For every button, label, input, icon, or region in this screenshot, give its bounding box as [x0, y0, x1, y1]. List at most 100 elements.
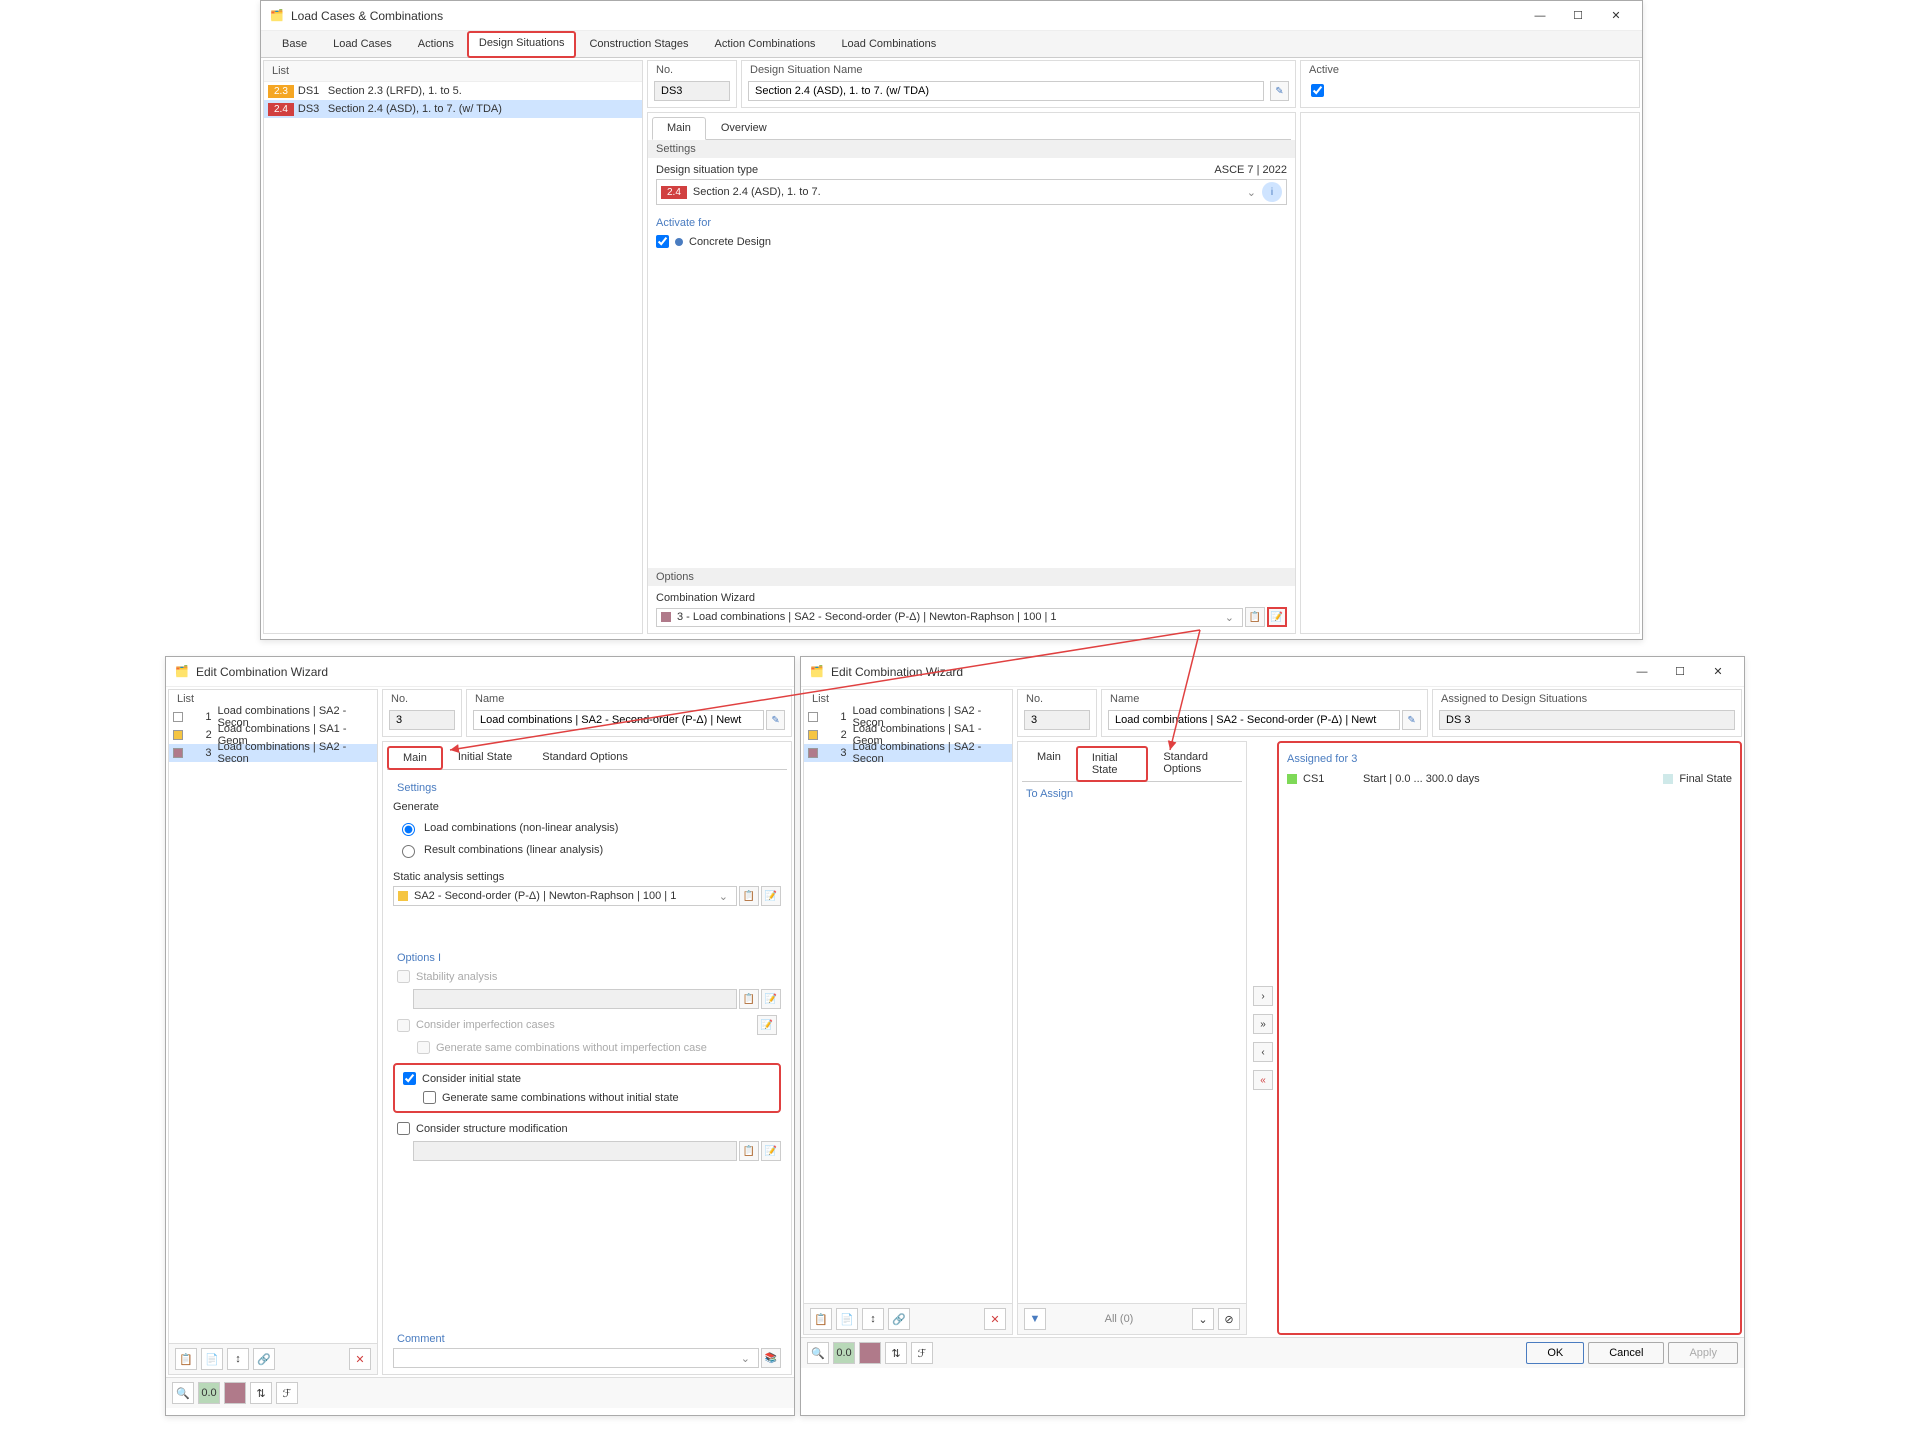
design-type-dropdown[interactable]: 2.4 Section 2.4 (ASD), 1. to 7. ⌄ i — [656, 179, 1287, 205]
add-all-button[interactable]: » — [1253, 1014, 1273, 1034]
delete-button[interactable]: ✕ — [984, 1308, 1006, 1330]
maximize-button[interactable]: ☐ — [1662, 660, 1698, 684]
filter-button[interactable]: ▼ — [1024, 1308, 1046, 1330]
new-button[interactable]: 📋 — [810, 1308, 832, 1330]
tree-button[interactable]: ⇅ — [250, 1382, 272, 1404]
close-button[interactable]: ✕ — [1700, 660, 1736, 684]
sort-button[interactable]: ↕ — [227, 1348, 249, 1370]
tab-action-combinations[interactable]: Action Combinations — [702, 31, 829, 57]
wiz1-tab-main[interactable]: Main — [387, 746, 443, 770]
combo-edit-button[interactable]: 📝 — [1267, 607, 1287, 627]
copy-button[interactable]: 📄 — [201, 1348, 223, 1370]
stability-checkbox[interactable]: Stability analysis — [393, 967, 781, 986]
structure-mod-checkbox[interactable]: Consider structure modification — [393, 1119, 781, 1138]
comment-dropdown[interactable]: ⌄ — [393, 1348, 759, 1368]
concrete-design-checkbox[interactable]: Concrete Design — [648, 232, 1295, 251]
combo-wizard-dropdown[interactable]: 3 - Load combinations | SA2 - Second-ord… — [656, 608, 1243, 627]
minimize-button[interactable]: — — [1624, 660, 1660, 684]
situation-row-ds3[interactable]: 2.4 DS3 Section 2.4 (ASD), 1. to 7. (w/ … — [264, 100, 642, 118]
add-one-button[interactable]: › — [1253, 986, 1273, 1006]
script-button[interactable]: ℱ — [911, 1342, 933, 1364]
wiz2-no-panel: No. — [1017, 689, 1097, 737]
minimize-button[interactable]: — — [1522, 4, 1558, 28]
structmod-new-button[interactable]: 📋 — [739, 1141, 759, 1161]
tree-button[interactable]: ⇅ — [885, 1342, 907, 1364]
remove-all-button[interactable]: « — [1253, 1070, 1273, 1090]
chevron-down-icon: ⌄ — [1221, 611, 1238, 624]
options1-header: Options I — [393, 946, 781, 967]
link-button[interactable]: 🔗 — [888, 1308, 910, 1330]
remove-one-button[interactable]: ‹ — [1253, 1042, 1273, 1062]
static-edit-button[interactable]: 📝 — [761, 886, 781, 906]
gen-linear-radio[interactable]: Result combinations (linear analysis) — [393, 839, 781, 861]
script-button[interactable]: ℱ — [276, 1382, 298, 1404]
inner-tab-main[interactable]: Main — [652, 117, 706, 140]
wiz1-tab-standard[interactable]: Standard Options — [527, 746, 643, 769]
initial-state-checkbox[interactable]: Consider initial state — [399, 1069, 775, 1088]
name-edit-icon[interactable]: ✎ — [766, 710, 785, 730]
static-dropdown[interactable]: SA2 - Second-order (P-Δ) | Newton-Raphso… — [393, 886, 737, 906]
tab-construction-stages[interactable]: Construction Stages — [576, 31, 701, 57]
wiz2-tab-main[interactable]: Main — [1022, 746, 1076, 781]
wiz2-item-3[interactable]: 3Load combinations | SA2 - Secon — [804, 744, 1012, 762]
wiz2-bottom-toolbar: 🔍 0.0 ⇅ ℱ OK Cancel Apply — [801, 1337, 1744, 1368]
info-icon[interactable]: i — [1262, 182, 1282, 202]
tab-actions[interactable]: Actions — [405, 31, 467, 57]
cancel-button[interactable]: Cancel — [1588, 1342, 1664, 1364]
sort-button[interactable]: ↕ — [862, 1308, 884, 1330]
close-button[interactable]: ✕ — [1598, 4, 1634, 28]
tab-load-cases[interactable]: Load Cases — [320, 31, 405, 57]
active-checkbox[interactable] — [1311, 84, 1324, 97]
tab-load-combinations[interactable]: Load Combinations — [828, 31, 949, 57]
assigned-row-cs1[interactable]: CS1 Start | 0.0 ... 300.0 days Final Sta… — [1283, 768, 1736, 790]
wiz2-tab-standard[interactable]: Standard Options — [1148, 746, 1242, 781]
new-button[interactable]: 📋 — [175, 1348, 197, 1370]
stability-new-button[interactable]: 📋 — [739, 989, 759, 1009]
name-edit-icon[interactable]: ✎ — [1402, 710, 1421, 730]
wiz1-no-field[interactable] — [389, 710, 455, 730]
situation-row-ds1[interactable]: 2.3 DS1 Section 2.3 (LRFD), 1. to 5. — [264, 82, 642, 100]
app-icon: 🗂️ — [269, 8, 285, 24]
gen-nonlinear-radio[interactable]: Load combinations (non-linear analysis) — [393, 817, 781, 839]
wiz2-no-field[interactable] — [1024, 710, 1090, 730]
no-field[interactable] — [654, 81, 730, 101]
tab-base[interactable]: Base — [269, 31, 320, 57]
link-button[interactable]: 🔗 — [253, 1348, 275, 1370]
color-button[interactable] — [224, 1382, 246, 1404]
search-button[interactable]: 🔍 — [172, 1382, 194, 1404]
window-title: Edit Combination Wizard — [831, 665, 1624, 679]
maximize-button[interactable]: ☐ — [1560, 4, 1596, 28]
name-edit-icon[interactable]: ✎ — [1270, 81, 1289, 101]
units-button[interactable]: 0.0 — [198, 1382, 220, 1404]
wiz1-item-3[interactable]: 3Load combinations | SA2 - Secon — [169, 744, 377, 762]
stability-edit-button[interactable]: 📝 — [761, 989, 781, 1009]
comment-lib-button[interactable]: 📚 — [761, 1348, 781, 1368]
imperfection-edit-button[interactable]: 📝 — [757, 1015, 777, 1035]
structmod-edit-button[interactable]: 📝 — [761, 1141, 781, 1161]
name-field[interactable] — [748, 81, 1264, 101]
copy-button[interactable]: 📄 — [836, 1308, 858, 1330]
imperfection-checkbox[interactable]: Consider imperfection cases📝 — [393, 1012, 781, 1038]
inner-tab-overview[interactable]: Overview — [706, 117, 782, 139]
tab-design-situations[interactable]: Design Situations — [467, 31, 577, 58]
color-button[interactable] — [859, 1342, 881, 1364]
wiz1-tab-initial[interactable]: Initial State — [443, 746, 527, 769]
assigned-field[interactable] — [1439, 710, 1735, 730]
comment-header: Comment — [393, 1327, 781, 1348]
wiz2-tab-initial[interactable]: Initial State — [1076, 746, 1148, 782]
options-header: Options — [648, 568, 1295, 586]
apply-button[interactable]: Apply — [1668, 1342, 1738, 1364]
wiz2-name-field[interactable] — [1108, 710, 1400, 730]
static-new-button[interactable]: 📋 — [739, 886, 759, 906]
initial-state-sub-checkbox[interactable]: Generate same combinations without initi… — [399, 1088, 775, 1107]
units-button[interactable]: 0.0 — [833, 1342, 855, 1364]
ok-button[interactable]: OK — [1526, 1342, 1584, 1364]
wiz2-list-panel: List 1Load combinations | SA2 - Secon 2L… — [803, 689, 1013, 1335]
combo-new-button[interactable]: 📋 — [1245, 607, 1265, 627]
search-button[interactable]: 🔍 — [807, 1342, 829, 1364]
filter-down-button[interactable]: ⌄ — [1192, 1308, 1214, 1330]
imperfection-sub-checkbox[interactable]: Generate same combinations without imper… — [393, 1038, 781, 1057]
delete-button[interactable]: ✕ — [349, 1348, 371, 1370]
filter-clear-button[interactable]: ⊘ — [1218, 1308, 1240, 1330]
wiz1-name-field[interactable] — [473, 710, 764, 730]
